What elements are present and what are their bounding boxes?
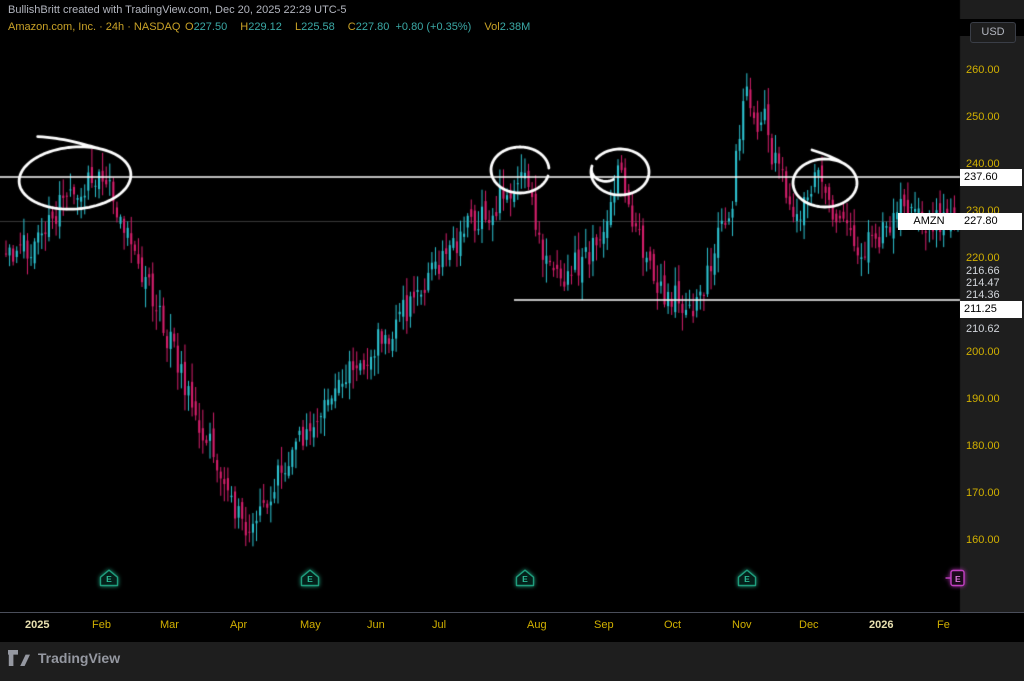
svg-text:E: E bbox=[307, 574, 313, 584]
svg-text:E: E bbox=[744, 574, 750, 584]
svg-text:E: E bbox=[955, 574, 961, 584]
svg-text:E: E bbox=[106, 574, 112, 584]
svg-text:E: E bbox=[522, 574, 528, 584]
